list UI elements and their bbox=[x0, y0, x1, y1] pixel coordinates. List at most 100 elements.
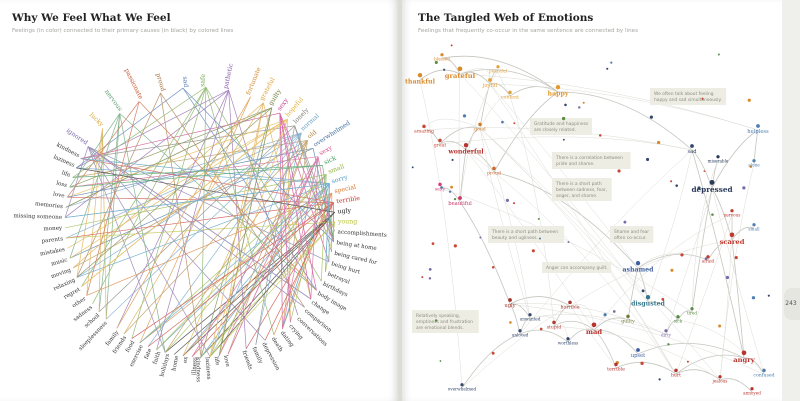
network-edge bbox=[461, 305, 571, 389]
minor-node bbox=[749, 165, 753, 168]
annotation-text: often co-occur. bbox=[614, 235, 647, 241]
minor-node bbox=[428, 267, 432, 271]
network-edge bbox=[479, 127, 721, 381]
emotion-node bbox=[417, 73, 423, 78]
emotion-label: mad bbox=[586, 328, 603, 336]
minor-node bbox=[703, 170, 706, 173]
connection-line bbox=[76, 107, 273, 278]
emotion-label: blessed bbox=[434, 56, 450, 61]
minor-node bbox=[582, 101, 585, 104]
minor-node bbox=[670, 268, 674, 272]
emotion-node bbox=[518, 329, 522, 333]
network-edge bbox=[719, 378, 753, 393]
emotion-label: jealous bbox=[712, 378, 728, 383]
network-edge bbox=[711, 129, 759, 189]
annotation-text: between sadness, fear, bbox=[556, 187, 607, 193]
minor-node bbox=[649, 115, 653, 119]
connection-line bbox=[147, 132, 302, 347]
minor-node bbox=[646, 157, 650, 162]
network-edge bbox=[479, 127, 649, 303]
cause-label: home bbox=[171, 354, 180, 371]
annotation-text: There is a short path between bbox=[491, 229, 558, 235]
connection-line bbox=[87, 146, 330, 263]
emotion-node bbox=[635, 261, 641, 266]
cause-label: laziness bbox=[52, 154, 75, 169]
connection-line bbox=[116, 89, 229, 329]
emotion-label: terrible bbox=[607, 367, 625, 373]
connection-line bbox=[81, 118, 288, 287]
connection-line bbox=[67, 101, 140, 198]
minor-node bbox=[479, 236, 482, 239]
emotion-node bbox=[750, 387, 754, 391]
cause-label: ex bbox=[183, 356, 190, 364]
network-edge bbox=[677, 319, 765, 375]
minor-node bbox=[428, 277, 432, 280]
emotion-label: unwanted bbox=[520, 316, 541, 321]
connection-line bbox=[264, 202, 334, 341]
network-edge bbox=[465, 149, 677, 375]
minor-node bbox=[603, 313, 607, 317]
emotion-node bbox=[752, 159, 756, 163]
minor-node bbox=[538, 237, 542, 240]
annotation-text: happy and sad simultaneously. bbox=[654, 97, 722, 103]
connection-line bbox=[69, 113, 121, 259]
network-edge bbox=[479, 127, 531, 319]
network-edge bbox=[509, 86, 559, 97]
cause-label: kindness bbox=[195, 357, 201, 382]
network-edge bbox=[668, 363, 677, 375]
feeling-label: proud bbox=[154, 72, 166, 92]
annotation-box bbox=[412, 310, 479, 333]
annotation-box bbox=[650, 88, 727, 105]
minor-node bbox=[440, 186, 443, 189]
minor-node bbox=[421, 276, 424, 279]
minor-node bbox=[711, 213, 714, 216]
network-edge bbox=[489, 83, 759, 131]
network-edge bbox=[593, 329, 617, 369]
annotation-text: Shame and fear bbox=[614, 229, 649, 235]
cause-label: friends bbox=[241, 350, 253, 371]
left-page: Why We Feel What We Feel Feelings (in co… bbox=[0, 0, 398, 401]
minor-node bbox=[564, 103, 567, 107]
network-edge bbox=[675, 213, 733, 375]
network-edge bbox=[509, 95, 555, 327]
minor-node bbox=[531, 249, 535, 253]
connection-line bbox=[64, 89, 229, 218]
network-edge bbox=[711, 187, 765, 375]
emotion-node bbox=[438, 138, 442, 143]
connection-line bbox=[279, 113, 291, 323]
connection-line bbox=[320, 174, 327, 282]
minor-node bbox=[658, 378, 661, 381]
minor-node bbox=[751, 296, 756, 300]
network-edge bbox=[553, 320, 595, 331]
network-edge bbox=[496, 68, 511, 97]
emotion-label: miserable bbox=[708, 158, 729, 163]
minor-node bbox=[512, 202, 516, 205]
cause-label: money bbox=[43, 226, 63, 233]
network-edge bbox=[647, 149, 693, 303]
connection-line bbox=[87, 146, 266, 341]
feeling-label: special bbox=[334, 184, 357, 196]
annotation-box bbox=[610, 226, 654, 243]
minor-node bbox=[567, 241, 570, 244]
emotion-label: thankful bbox=[405, 79, 436, 86]
emotion-node bbox=[645, 295, 651, 300]
minor-node bbox=[725, 275, 730, 280]
cause-label: illness bbox=[191, 357, 198, 375]
feeling-label: overwhelmed bbox=[312, 120, 351, 149]
emotion-label: small bbox=[748, 226, 760, 231]
emotion-label: dirty bbox=[661, 332, 672, 337]
feeling-label: lucky bbox=[88, 112, 105, 129]
connection-line bbox=[76, 92, 161, 278]
emotion-node bbox=[555, 85, 561, 90]
page-number: 243 bbox=[785, 300, 797, 307]
minor-node bbox=[509, 321, 512, 324]
emotion-label: sick bbox=[674, 318, 683, 323]
minor-node bbox=[505, 198, 509, 202]
emotion-node bbox=[463, 143, 469, 148]
minor-node bbox=[448, 190, 452, 193]
network-edge bbox=[461, 333, 521, 389]
minor-node bbox=[734, 255, 738, 260]
cause-label: laziness bbox=[204, 357, 212, 380]
